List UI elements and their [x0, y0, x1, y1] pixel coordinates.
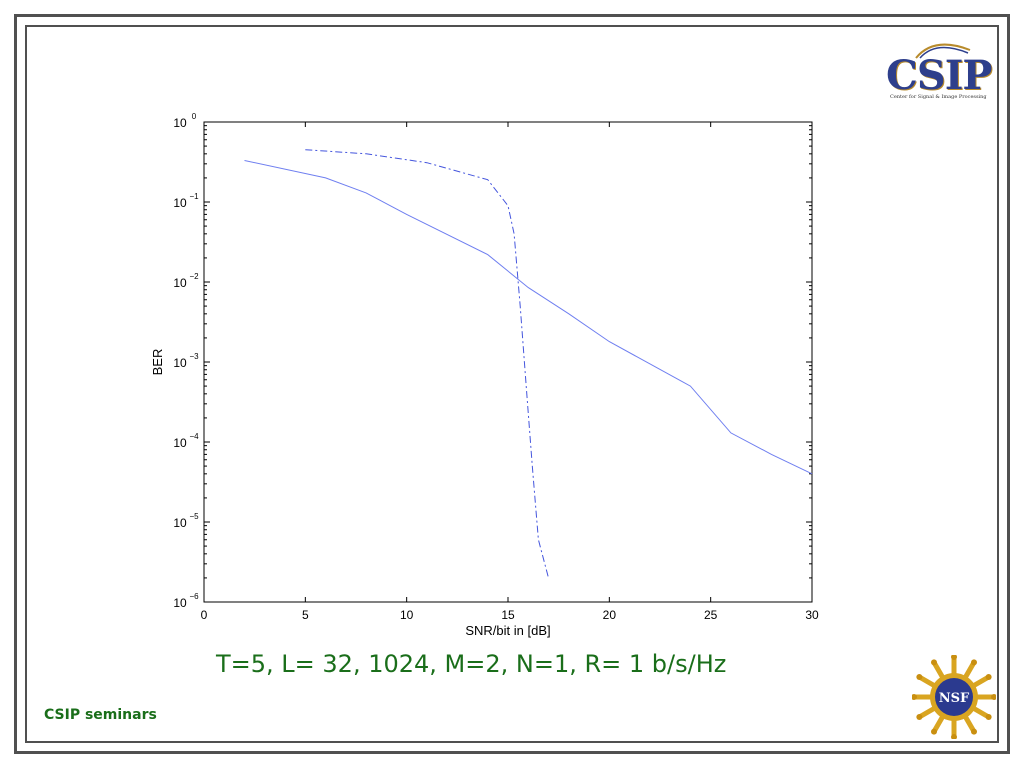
y-tick-exponent: −5: [189, 512, 199, 521]
nsf-ray-tip: [916, 674, 923, 680]
nsf-logo-rays: [912, 655, 996, 739]
nsf-ray-tip: [916, 714, 923, 720]
y-tick-exponent: −3: [189, 352, 199, 361]
nsf-ray-tip: [951, 734, 957, 739]
nsf-logo-globe: [935, 678, 973, 716]
nsf-ray-tip: [931, 728, 937, 735]
nsf-ray-tip: [971, 728, 977, 735]
y-tick-label: 10: [173, 596, 187, 610]
footer-text: CSIP seminars: [44, 707, 157, 723]
y-tick-label: 10: [173, 276, 187, 290]
x-tick-label: 30: [805, 608, 819, 622]
y-tick-exponent: −2: [189, 272, 199, 281]
csip-logo-tagline: Center for Signal & Image Processing: [890, 94, 987, 100]
x-tick-label: 10: [400, 608, 414, 622]
nsf-ray-tip: [985, 714, 992, 720]
csip-logo-swoosh-icon: [915, 43, 971, 59]
y-tick-exponent: −1: [189, 192, 199, 201]
y-tick-exponent: −4: [189, 432, 199, 441]
plot-area-frame: [203, 121, 813, 603]
y-tick-label: 10: [173, 356, 187, 370]
series-layer: [244, 149, 813, 579]
series-line-dashed: [305, 149, 549, 579]
csip-logo: CSIP Center for Signal & Image Processin…: [884, 40, 993, 106]
slide-subtitle: T=5, L= 32, 1024, M=2, N=1, R= 1 b/s/Hz: [216, 650, 727, 678]
slide-outer-frame: [14, 14, 1010, 754]
x-tick-label: 25: [704, 608, 718, 622]
y-tick-exponent: 0: [192, 112, 197, 121]
nsf-ray-tip: [912, 694, 917, 700]
series-line-solid: [244, 160, 813, 475]
y-tick-label: 10: [173, 436, 187, 450]
csip-logo-text: CSIP: [886, 52, 993, 99]
x-tick-label: 15: [501, 608, 515, 622]
nsf-logo-icon: NSF: [912, 655, 996, 739]
x-tick-label: 20: [603, 608, 617, 622]
x-axis-label: SNR/bit in [dB]: [465, 623, 550, 638]
x-tick-label: 5: [302, 608, 309, 622]
y-tick-exponent: −6: [189, 592, 199, 601]
y-axis-label: BER: [150, 349, 165, 376]
nsf-ray-tip: [991, 694, 996, 700]
nsf-ray-tip: [985, 674, 992, 680]
x-axis-ticks: 0 5 10 15 20 25 30: [201, 122, 819, 622]
y-tick-label: 10: [173, 516, 187, 530]
nsf-ray-tip: [971, 659, 977, 666]
y-tick-label: 10: [173, 116, 187, 130]
y-tick-label: 10: [173, 196, 187, 210]
nsf-logo-text: NSF: [939, 691, 970, 706]
nsf-ray-tip: [931, 659, 937, 666]
nsf-ray-tip: [951, 655, 957, 660]
slide-inner-frame: [25, 25, 999, 743]
x-tick-label: 0: [201, 608, 208, 622]
